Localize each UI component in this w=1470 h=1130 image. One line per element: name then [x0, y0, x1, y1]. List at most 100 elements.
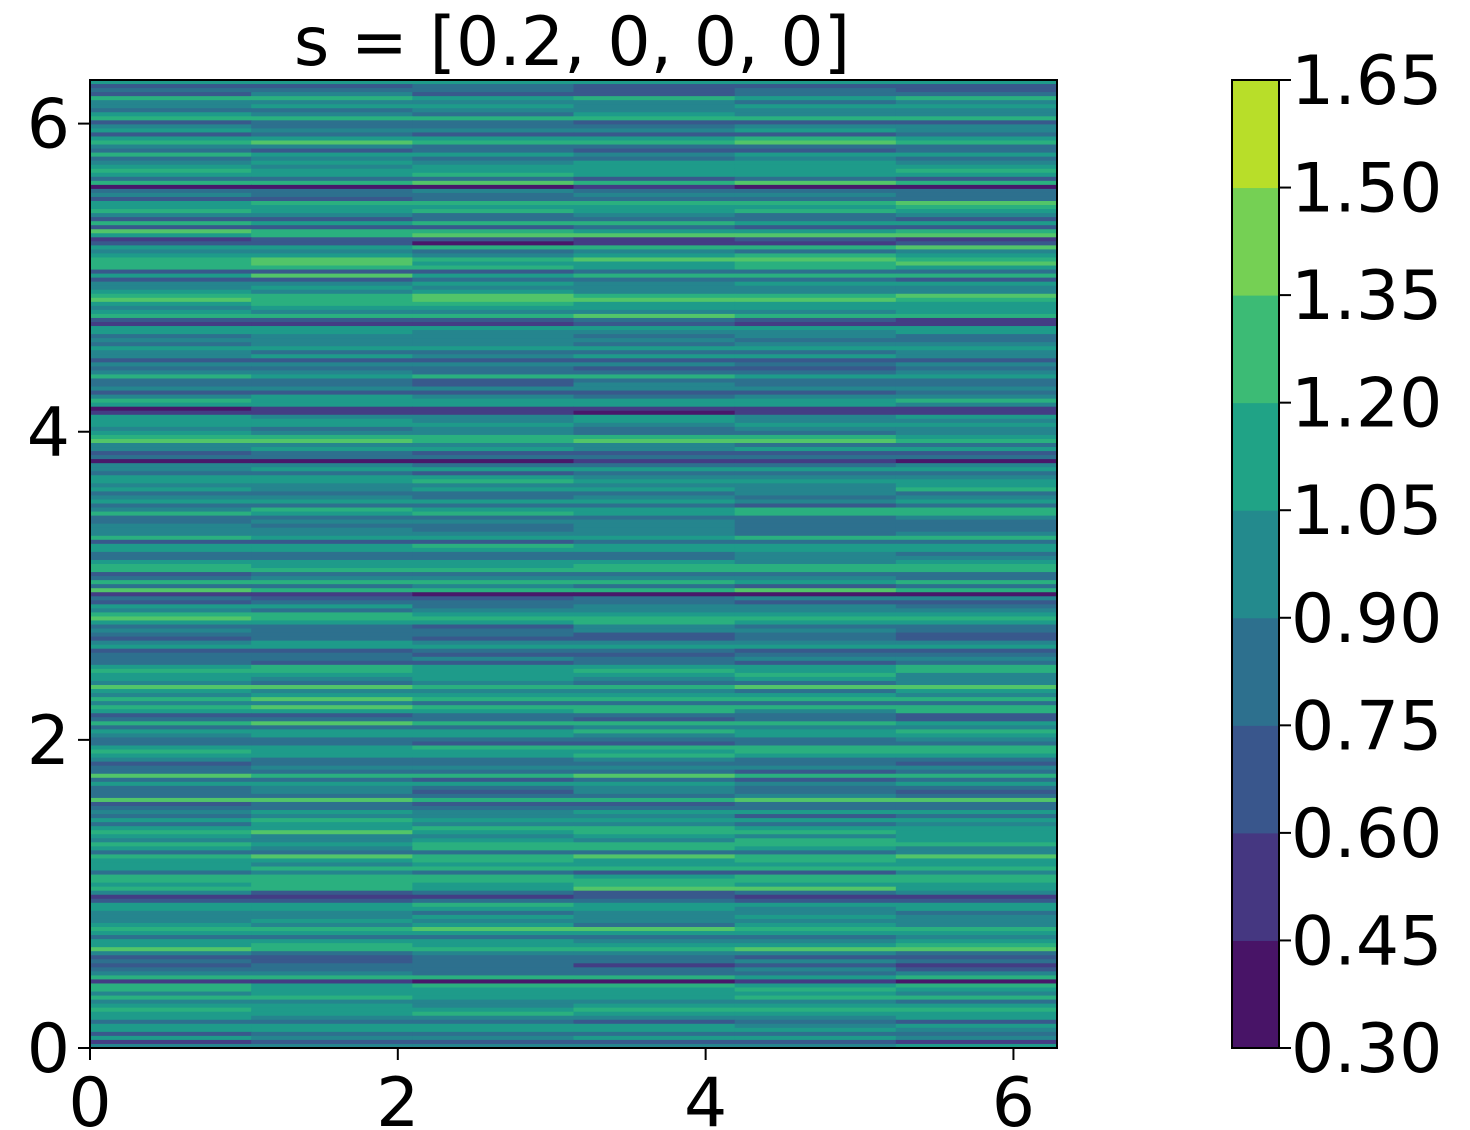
heatmap-cell — [412, 430, 575, 436]
heatmap-cell — [734, 301, 897, 307]
heatmap-cell — [251, 338, 413, 343]
heatmap-cell — [573, 939, 736, 944]
heatmap-cell — [90, 406, 252, 412]
heatmap-cell — [895, 443, 1058, 448]
heatmap-cell — [251, 576, 413, 581]
heatmap-cell — [573, 568, 736, 573]
heatmap-cell — [895, 100, 1058, 105]
heatmap-cell — [412, 866, 575, 872]
heatmap-cell — [734, 196, 897, 202]
heatmap-cell — [573, 951, 736, 956]
heatmap-cell — [573, 834, 736, 839]
heatmap-cell — [90, 148, 252, 154]
colorbar — [1232, 80, 1279, 1049]
heatmap-cell — [90, 539, 252, 545]
heatmap-cell — [734, 172, 897, 178]
heatmap-cell — [573, 826, 736, 831]
heatmap-cell — [412, 680, 575, 686]
heatmap-cell — [90, 943, 252, 948]
heatmap-cell — [573, 479, 736, 484]
heatmap-cell — [90, 88, 252, 93]
heatmap-cell — [573, 229, 736, 234]
heatmap-cell — [90, 850, 252, 855]
heatmap-cell — [573, 309, 736, 315]
heatmap-cell — [90, 519, 252, 525]
heatmap-cell — [573, 140, 736, 146]
heatmap-cell — [90, 394, 252, 400]
heatmap-cell — [895, 781, 1058, 787]
heatmap-cell — [90, 313, 252, 319]
heatmap-cell — [412, 265, 575, 271]
heatmap-cell — [895, 745, 1058, 751]
heatmap-cell — [734, 769, 897, 775]
heatmap-cell — [251, 991, 413, 997]
heatmap-cell — [573, 1027, 736, 1033]
heatmap-cell — [90, 910, 252, 916]
heatmap-cell — [90, 656, 252, 662]
heatmap-cell — [90, 854, 252, 860]
heatmap-cell — [251, 366, 413, 371]
heatmap-cell — [573, 1007, 736, 1013]
heatmap-cell — [412, 249, 575, 255]
heatmap-cell — [573, 620, 736, 626]
heatmap-cell — [412, 487, 575, 492]
heatmap-cell — [895, 447, 1058, 452]
heatmap-cell — [734, 604, 897, 609]
heatmap-cell — [251, 568, 413, 573]
heatmap-cell — [734, 1031, 897, 1037]
heatmap-cell — [412, 910, 575, 916]
heatmap-cell — [734, 253, 897, 259]
heatmap-cell — [251, 374, 413, 380]
heatmap-cell — [895, 785, 1058, 791]
heatmap-cell — [412, 862, 575, 868]
heatmap-cell — [251, 342, 413, 347]
heatmap-cell — [573, 285, 736, 291]
heatmap-cell — [734, 858, 897, 864]
heatmap-cell — [573, 559, 736, 565]
heatmap-cell — [895, 999, 1058, 1005]
heatmap-cell — [573, 418, 736, 424]
heatmap-cell — [90, 192, 252, 198]
heatmap-cell — [573, 297, 736, 303]
heatmap-cell — [895, 201, 1058, 206]
heatmap-cell — [251, 519, 413, 525]
heatmap-cell — [90, 773, 252, 779]
heatmap-cell — [251, 858, 413, 864]
heatmap-cell — [251, 152, 413, 158]
heatmap-cell — [573, 1031, 736, 1037]
heatmap-cell — [734, 487, 897, 492]
heatmap-cell — [412, 334, 575, 339]
heatmap-cell — [573, 801, 736, 807]
heatmap-cell — [895, 705, 1058, 710]
heatmap-cell — [895, 689, 1058, 694]
heatmap-cell — [573, 176, 736, 182]
heatmap-cell — [734, 120, 897, 125]
heatmap-cell — [412, 422, 575, 428]
heatmap-cell — [251, 822, 413, 827]
heatmap-cell — [251, 406, 413, 412]
heatmap-cell — [573, 676, 736, 682]
heatmap-cell — [90, 959, 252, 964]
heatmap-cell — [251, 196, 413, 202]
heatmap-cell — [573, 410, 736, 416]
heatmap-cell — [412, 789, 575, 795]
heatmap-cell — [251, 1043, 413, 1049]
heatmap-cell — [895, 1027, 1058, 1033]
heatmap-cell — [895, 273, 1058, 279]
heatmap-cell — [734, 390, 897, 396]
x-tick-label: 0 — [68, 1064, 111, 1130]
heatmap-cell — [251, 104, 413, 109]
heatmap-cell — [895, 370, 1058, 376]
heatmap-cell — [90, 1043, 252, 1049]
heatmap-cell — [573, 152, 736, 158]
heatmap-cell — [412, 112, 575, 117]
heatmap-cell — [90, 527, 252, 533]
heatmap-cell — [734, 108, 897, 113]
heatmap-cell — [895, 600, 1058, 605]
heatmap-cell — [573, 914, 736, 920]
heatmap-cell — [734, 309, 897, 315]
x-tick-label: 4 — [684, 1064, 727, 1130]
heatmap-cell — [412, 588, 575, 593]
heatmap-cell — [251, 414, 413, 420]
heatmap-cell — [412, 1019, 575, 1025]
